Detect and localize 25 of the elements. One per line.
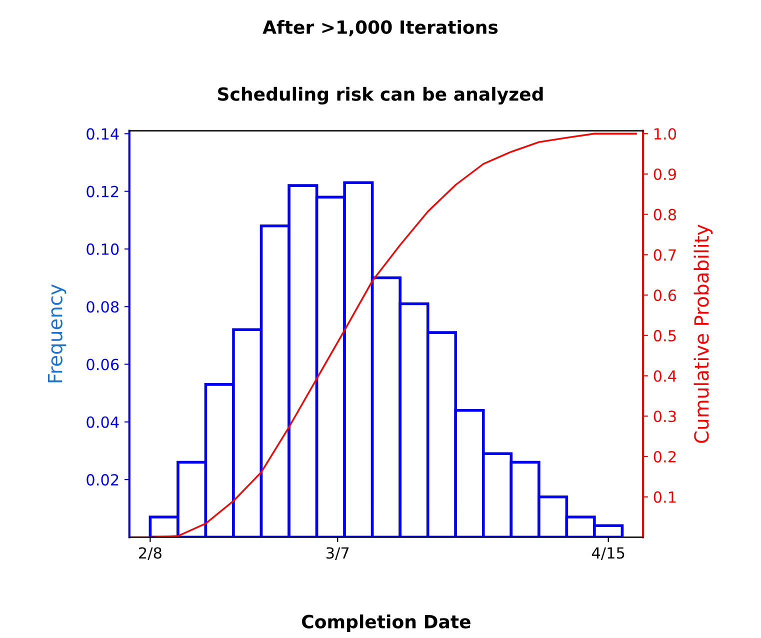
y-tick-label: 0.04 <box>86 416 119 428</box>
x-tick-label: 3/7 <box>326 547 349 560</box>
y2-tick-label: 0.7 <box>654 249 676 261</box>
y2-tick-label: 1.0 <box>654 128 676 140</box>
y2-tick-label: 0.5 <box>654 330 676 342</box>
y-tick-label: 0.12 <box>86 186 118 198</box>
y-tick-label: 0.02 <box>86 474 118 486</box>
x-tick-label: 4/15 <box>592 547 624 560</box>
y-tick-label: 0.10 <box>86 243 119 255</box>
y2-tick-label: 0.3 <box>654 410 676 422</box>
y2-tick-label: 0.6 <box>654 290 676 302</box>
y2-tick-label: 0.2 <box>654 450 676 462</box>
chart-subtitle: Scheduling risk can be analyzed <box>218 86 543 105</box>
y-axis-title: Frequency <box>48 284 66 382</box>
chart-title: After >1,000 Iterations <box>262 20 498 36</box>
y-tick-label: 0.08 <box>86 301 119 313</box>
y2-tick-label: 0.9 <box>654 168 676 180</box>
y2-axis-title: Cumulative Probability <box>694 224 713 443</box>
x-tick-label: 2/8 <box>139 547 162 560</box>
y-tick-label: 0.14 <box>86 128 119 140</box>
y2-tick-label: 0.1 <box>654 491 676 503</box>
y-tick-label: 0.06 <box>86 358 119 370</box>
y2-tick-label: 0.4 <box>654 370 676 382</box>
x-axis-title: Completion Date <box>302 614 470 632</box>
y2-tick-label: 0.8 <box>654 208 676 220</box>
